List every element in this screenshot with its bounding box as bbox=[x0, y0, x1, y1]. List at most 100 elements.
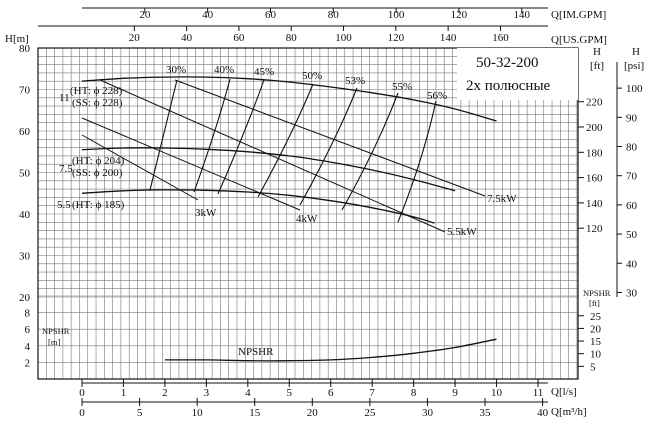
q-ls-tick-label: 6 bbox=[328, 387, 334, 399]
series-11-label-ht: (HT: ϕ 228) bbox=[70, 85, 123, 97]
eff-label-30: 30% bbox=[166, 64, 186, 76]
q-ls-tick-label: 11 bbox=[533, 387, 544, 399]
npshr-ft-axis-title-1: NPSHR bbox=[583, 288, 611, 298]
h-tick-label: 70 bbox=[19, 85, 31, 97]
q-imgpm-tick-label: 40 bbox=[202, 9, 214, 21]
npshr-m-tick-label: 2 bbox=[25, 357, 31, 369]
q-usgpm-tick-label: 60 bbox=[233, 32, 245, 44]
h-psi-tick-label: 50 bbox=[626, 229, 638, 241]
efficiency-line-5 bbox=[341, 92, 399, 211]
h-ft-tick-label: 180 bbox=[586, 147, 603, 159]
q-usgpm-tick-label: 40 bbox=[181, 32, 193, 44]
q-m3h-tick-label: 15 bbox=[249, 407, 261, 419]
power-label-3kw: 3kW bbox=[195, 207, 217, 219]
series-11-name: 11 bbox=[59, 92, 70, 104]
h-psi-tick-label: 30 bbox=[626, 287, 638, 299]
npshr-ft-tick-label: 25 bbox=[590, 311, 602, 323]
power-line-0 bbox=[81, 134, 199, 201]
q-ls-tick-label: 3 bbox=[204, 387, 210, 399]
h-tick-label: 40 bbox=[19, 209, 31, 221]
npshr-curve-label: NPSHR bbox=[238, 346, 274, 358]
npshr-ft-tick-label: 5 bbox=[590, 361, 596, 373]
q-ls-tick-label: 10 bbox=[491, 387, 503, 399]
q-usgpm-tick-label: 140 bbox=[440, 32, 457, 44]
q-imgpm-tick-label: 20 bbox=[139, 9, 151, 21]
series-7-5-label-ht: (HT: ϕ 204) bbox=[72, 155, 125, 167]
h-ft-tick-label: 160 bbox=[586, 173, 603, 185]
series-7-5-label-ss: (SS: ϕ 200) bbox=[72, 167, 123, 179]
q-imgpm-axis-title: Q[IM.GPM] bbox=[551, 9, 606, 21]
q-m3h-tick-label: 5 bbox=[137, 407, 143, 419]
series-5-5-label-ht: (HT: ϕ 185) bbox=[72, 199, 125, 211]
h-axis-title: H[m] bbox=[5, 33, 29, 45]
h-ft-axis-title-2: [ft] bbox=[590, 60, 604, 72]
q-imgpm-tick-label: 120 bbox=[451, 9, 468, 21]
q-m3h-axis-title: Q[m³/h] bbox=[551, 406, 587, 418]
q-m3h-tick-label: 10 bbox=[192, 407, 204, 419]
eff-label-55: 55% bbox=[392, 81, 412, 93]
q-ls-tick-label: 4 bbox=[245, 387, 251, 399]
q-usgpm-axis-title: Q[US.GPM] bbox=[551, 34, 607, 46]
h-psi-tick-label: 60 bbox=[626, 200, 638, 212]
q-usgpm-tick-label: 80 bbox=[286, 32, 298, 44]
npshr-ft-axis-title-2: [ft] bbox=[589, 298, 600, 308]
npshr-curve bbox=[164, 338, 497, 362]
q-ls-tick-label: 8 bbox=[411, 387, 417, 399]
series-7-5-name: 7.5 bbox=[59, 163, 73, 175]
power-label-4kw: 4kW bbox=[296, 213, 318, 225]
q-m3h-tick-label: 20 bbox=[307, 407, 319, 419]
power-label-5-5kw: 5.5kW bbox=[447, 226, 477, 238]
npshr-ft-tick-label: 15 bbox=[590, 336, 602, 348]
efficiency-line-0 bbox=[149, 79, 178, 191]
h-psi-tick-label: 80 bbox=[626, 142, 638, 154]
eff-label-45: 45% bbox=[254, 66, 274, 78]
q-imgpm-tick-label: 80 bbox=[328, 9, 340, 21]
npshr-m-tick-label: 4 bbox=[25, 341, 31, 353]
q-imgpm-tick-label: 140 bbox=[513, 9, 530, 21]
q-ls-axis-title: Q[l/s] bbox=[551, 386, 577, 398]
q-ls-tick-label: 1 bbox=[121, 387, 127, 399]
eff-label-53: 53% bbox=[345, 75, 365, 87]
chart-subtitle: 2х полюсные bbox=[466, 78, 551, 94]
series-11-label-ss: (SS: ϕ 228) bbox=[72, 97, 123, 109]
npshr-m-axis-title-1: NPSHR bbox=[42, 326, 70, 336]
h-tick-label: 80 bbox=[19, 43, 31, 55]
plot-frame bbox=[37, 47, 579, 380]
q-ls-tick-label: 7 bbox=[369, 387, 375, 399]
h-tick-label: 60 bbox=[19, 126, 31, 138]
title-box bbox=[457, 48, 578, 100]
head-curve-1 bbox=[81, 147, 456, 192]
h-psi-tick-label: 90 bbox=[626, 112, 638, 124]
h-ft-tick-label: 200 bbox=[586, 122, 603, 134]
q-m3h-tick-label: 40 bbox=[537, 407, 549, 419]
series-5-5-name: 5.5 bbox=[57, 199, 71, 211]
q-ls-tick-label: 9 bbox=[452, 387, 458, 399]
eff-label-40: 40% bbox=[214, 64, 234, 76]
q-m3h-tick-label: 35 bbox=[480, 407, 492, 419]
npshr-ft-tick-label: 20 bbox=[590, 323, 602, 335]
power-label-7-5kw: 7.5kW bbox=[487, 193, 517, 205]
power-line-3 bbox=[174, 79, 486, 197]
curve-layer bbox=[81, 76, 497, 362]
q-usgpm-tick-label: 20 bbox=[129, 32, 141, 44]
q-usgpm-tick-label: 160 bbox=[492, 32, 509, 44]
power-line-2 bbox=[99, 79, 446, 233]
h-ft-tick-label: 120 bbox=[586, 223, 603, 235]
head-curve-2 bbox=[81, 189, 435, 224]
h-ft-axis-title-1: H bbox=[593, 46, 601, 58]
h-ft-tick-label: 220 bbox=[586, 97, 603, 109]
h-psi-axis-title-1: H bbox=[632, 46, 640, 58]
q-m3h-tick-label: 0 bbox=[79, 407, 85, 419]
npshr-m-tick-label: 8 bbox=[25, 308, 31, 320]
npshr-ft-tick-label: 10 bbox=[590, 349, 602, 361]
h-psi-tick-label: 100 bbox=[626, 83, 643, 95]
efficiency-line-1 bbox=[193, 78, 231, 193]
h-ft-tick-label: 140 bbox=[586, 198, 603, 210]
power-line-1 bbox=[81, 117, 301, 211]
efficiency-line-4 bbox=[299, 87, 358, 206]
npshr-m-tick-label: 6 bbox=[25, 324, 31, 336]
q-ls-tick-label: 5 bbox=[287, 387, 293, 399]
q-m3h-tick-label: 30 bbox=[422, 407, 434, 419]
efficiency-line-6 bbox=[397, 100, 437, 223]
